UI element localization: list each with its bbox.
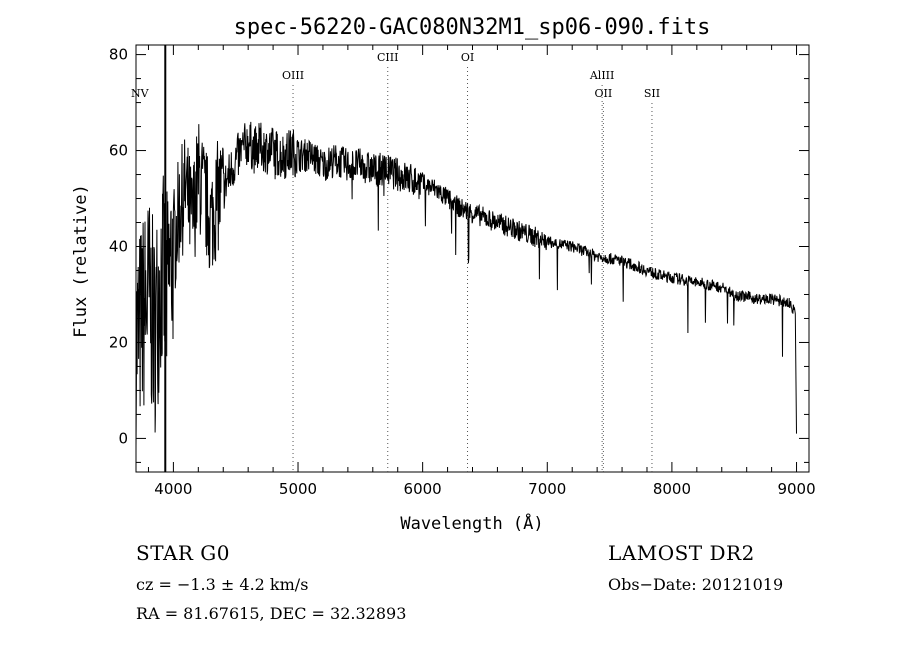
line-label-oii: OII (595, 87, 613, 100)
survey-name: LAMOST DR2 (608, 541, 755, 565)
y-tick-label: 20 (109, 333, 128, 351)
line-label-nv: NV (131, 87, 150, 100)
spectrum-series (135, 45, 797, 472)
x-tick-label: 4000 (154, 480, 192, 498)
line-label-oiii: OIII (282, 69, 304, 82)
redshift-cz: cz = −1.3 ± 4.2 km/s (136, 575, 309, 594)
x-axis-label: Wavelength (Å) (400, 512, 543, 534)
plot-axes: 4000 5000 6000 7000 8000 9000 0 20 40 60 80 (109, 44, 816, 498)
x-tick-label: 9000 (777, 480, 815, 498)
emission-line-markers: NV OIII CIII OI AlIII OII SII (131, 51, 660, 472)
coordinates-ra-dec: RA = 81.67615, DEC = 32.32893 (136, 604, 407, 623)
y-tick-label: 60 (109, 142, 128, 160)
line-label-sii: SII (644, 87, 660, 100)
plot-frame (135, 44, 810, 473)
chart-title: spec-56220-GAC080N32M1_sp06-090.fits (234, 15, 711, 40)
x-tick-label: 7000 (528, 480, 566, 498)
x-tick-label: 8000 (653, 480, 691, 498)
line-label-oi: OI (461, 51, 474, 64)
line-label-aliii: AlIII (589, 69, 615, 82)
spectrum-line (135, 121, 797, 449)
line-label-ciii: CIII (377, 51, 398, 64)
observation-date: Obs−Date: 20121019 (608, 575, 784, 594)
object-class: STAR G0 (136, 541, 231, 565)
x-tick-label: 6000 (404, 480, 442, 498)
x-tick-label: 5000 (279, 480, 317, 498)
y-tick-label: 40 (109, 238, 128, 256)
y-tick-label: 80 (109, 46, 128, 64)
y-axis-label: Flux (relative) (71, 184, 91, 338)
y-tick-label: 0 (118, 429, 128, 447)
